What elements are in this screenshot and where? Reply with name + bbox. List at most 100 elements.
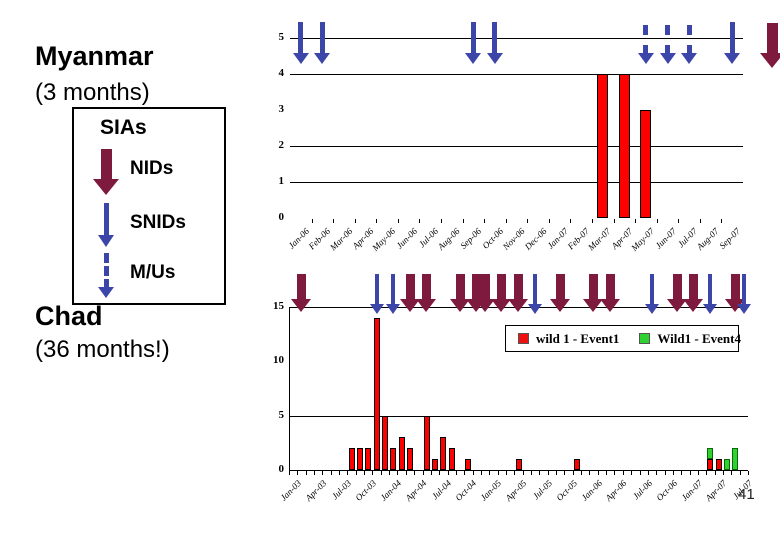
x-tick-label: Sep-07 — [717, 226, 743, 251]
arrow-head — [681, 53, 698, 64]
y-tick-label: 5 — [278, 31, 285, 43]
axis-tick — [305, 471, 307, 475]
arrow-head — [528, 304, 543, 314]
arrow-shaft — [533, 274, 538, 307]
bar-green-Mar-07 — [707, 448, 714, 460]
axis-tick — [606, 471, 608, 475]
arrow-head — [703, 304, 718, 314]
axis-tick — [380, 471, 382, 475]
snid-arrow-icon — [292, 22, 309, 64]
axis-tick — [405, 471, 407, 475]
x-tick-label: Apr-04 — [403, 478, 429, 503]
axis-tick — [689, 471, 691, 475]
arrow-shaft — [741, 274, 746, 307]
bar-green-May-07 — [724, 459, 731, 470]
axis-tick — [464, 471, 466, 475]
bar-red-Jul-04 — [440, 437, 447, 470]
x-tick-label: Jun-06 — [393, 226, 419, 251]
axis-tick — [455, 471, 457, 475]
axis-tick — [699, 219, 701, 223]
bar-green-Jun-07 — [732, 448, 739, 470]
arrow-shaft — [708, 274, 713, 307]
legend-item-wild1-event1: wild 1 - Event1 — [518, 331, 619, 347]
x-tick-label: Jul-04 — [430, 478, 454, 502]
arrow-head — [583, 299, 604, 312]
bar-red-Nov-03 — [373, 317, 380, 470]
arrow-head — [369, 304, 384, 314]
snid-arrow-icon — [703, 274, 718, 314]
arrow-shaft — [492, 22, 498, 56]
arrow-shaft — [665, 25, 670, 55]
nid-arrow-icon — [683, 274, 704, 312]
axis-tick — [531, 471, 533, 475]
arrow-shaft — [405, 274, 415, 302]
arrow-shaft — [605, 274, 615, 302]
axis-tick — [439, 471, 441, 475]
axis-tick — [748, 471, 749, 475]
arrow-head — [760, 53, 780, 68]
arrow-head — [637, 53, 654, 64]
x-tick-label: Apr-07 — [703, 478, 729, 503]
axis-tick — [489, 471, 491, 475]
arrow-shaft — [672, 274, 682, 302]
gridline — [289, 470, 748, 471]
bar-red-May-04 — [423, 415, 430, 470]
x-tick-label: Oct-06 — [480, 226, 506, 251]
myanmar-title: Myanmar — [35, 41, 154, 71]
axis-tick — [731, 471, 733, 475]
arrow-shaft — [514, 274, 523, 302]
mu-arrow-icon — [659, 25, 676, 64]
axis-tick — [333, 219, 335, 223]
axis-tick — [462, 219, 464, 223]
arrow-shaft — [650, 274, 655, 307]
arrow-shaft — [100, 149, 112, 182]
x-tick-label: Jan-07 — [679, 478, 704, 503]
x-tick-label: Jan-05 — [478, 478, 504, 503]
x-tick-label: Mar-06 — [327, 226, 355, 253]
y-tick-label: 1 — [278, 175, 285, 187]
arrow-head — [98, 287, 114, 298]
axis-tick — [581, 471, 583, 475]
red-series-swatch-icon — [518, 333, 529, 344]
bar-May-07 — [640, 110, 652, 218]
bar-red-Apr-05 — [515, 459, 522, 470]
arrow-head — [599, 299, 620, 312]
axis-tick — [597, 471, 599, 475]
gridline — [290, 74, 743, 75]
snid-arrow-icon — [386, 274, 401, 314]
axis-tick — [347, 471, 349, 475]
axis-tick — [355, 471, 357, 475]
axis-tick — [376, 219, 378, 223]
sia-legend-row-snids: SNIDs — [90, 203, 220, 255]
arrow-shaft — [297, 274, 307, 302]
snid-arrow-icon — [486, 22, 503, 64]
axis-tick — [480, 471, 482, 475]
arrow-head — [314, 53, 331, 64]
sia-legend-title: SIAs — [100, 116, 147, 139]
axis-tick — [311, 219, 313, 223]
nid-arrow-icon — [760, 23, 780, 68]
y-tick-label: 0 — [278, 211, 285, 223]
sia-legend-row-nids: NIDs — [90, 149, 220, 201]
snid-arrow-icon — [528, 274, 543, 314]
axis-tick — [672, 471, 674, 475]
snid-arrow-icon — [90, 203, 122, 255]
bar-red-Mar-04 — [407, 448, 413, 470]
arrow-shaft — [555, 274, 565, 302]
gridline — [290, 146, 743, 147]
axis-tick — [639, 471, 641, 475]
green-series-swatch-icon — [639, 333, 651, 344]
x-tick-label: Oct-04 — [453, 478, 479, 503]
arrow-shaft — [298, 22, 304, 56]
bar-red-Aug-04 — [448, 448, 455, 470]
axis-tick — [714, 471, 716, 475]
axis-tick — [322, 471, 324, 475]
axis-tick — [472, 471, 474, 475]
arrow-shaft — [730, 274, 740, 302]
arrow-shaft — [319, 22, 325, 56]
nid-arrow-icon — [583, 274, 604, 312]
arrow-head — [508, 299, 528, 312]
x-tick-label: Oct-06 — [654, 478, 679, 503]
axis-tick — [297, 471, 299, 475]
axis-tick — [681, 471, 683, 475]
